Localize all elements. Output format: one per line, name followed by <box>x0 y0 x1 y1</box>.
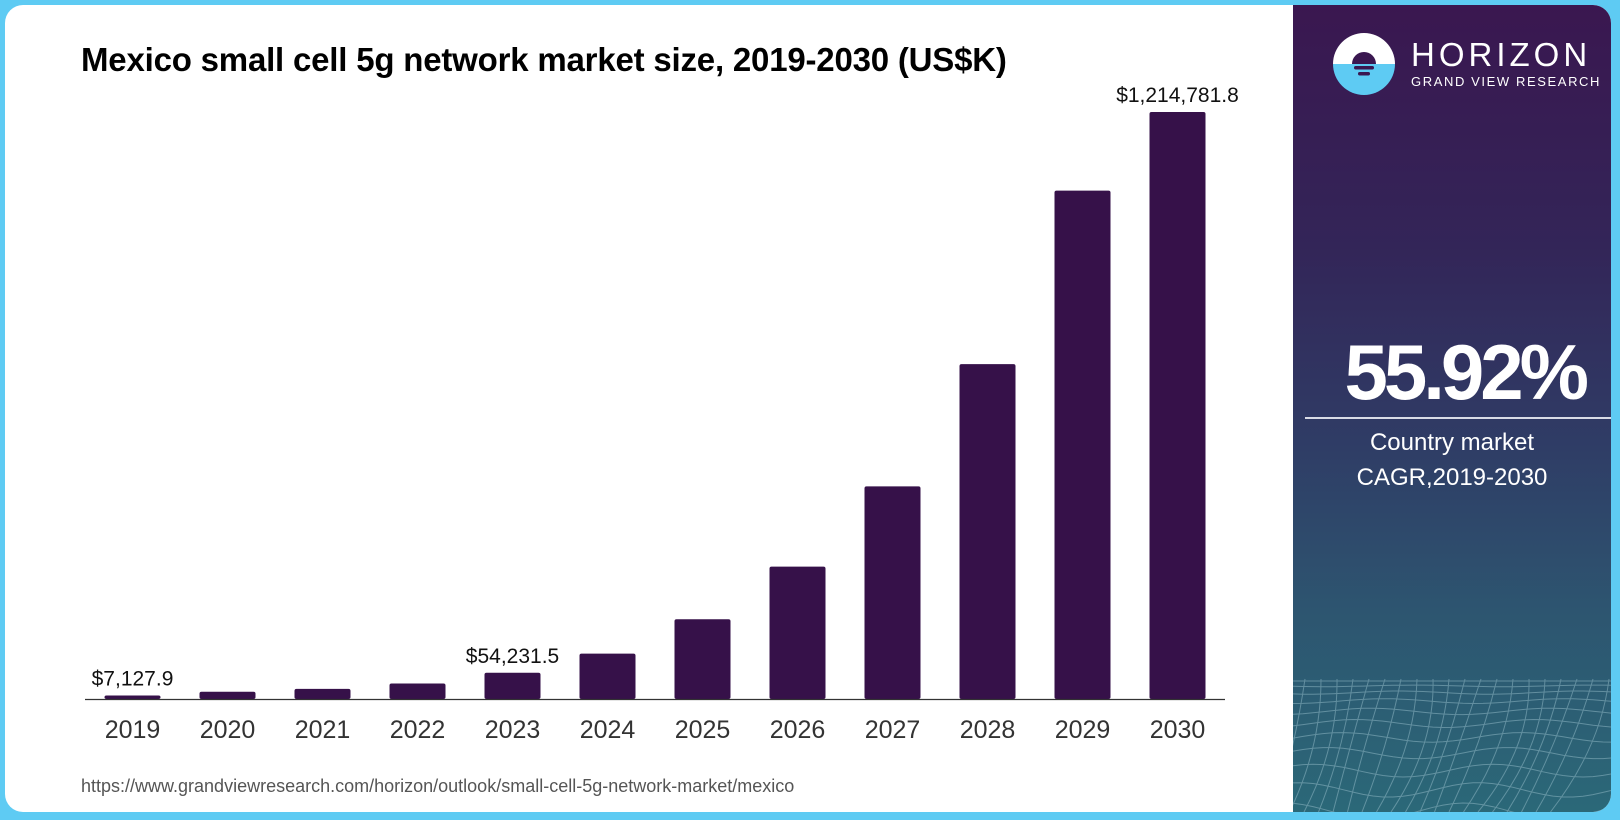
bar-2029 <box>1054 190 1111 699</box>
source-url[interactable]: https://www.grandviewresearch.com/horizo… <box>81 776 795 796</box>
x-tick-label: 2020 <box>200 716 256 744</box>
bar-2025 <box>674 619 731 699</box>
logo-subtitle: GRAND VIEW RESEARCH <box>1411 74 1602 89</box>
data-label-2030: $1,214,781.8 <box>1116 84 1239 107</box>
horizon-logo-icon <box>1333 33 1395 95</box>
logo-title: HORIZON <box>1411 36 1592 73</box>
mesh-lines <box>1293 678 1611 812</box>
bar-2024 <box>579 653 636 699</box>
cagr-label: Country market CAGR,2019-2030 <box>1293 425 1611 495</box>
bar-2026 <box>769 566 826 699</box>
x-tick-label: 2025 <box>675 716 731 744</box>
x-tick-label: 2026 <box>770 716 826 744</box>
sidebar-panel: HORIZON GRAND VIEW RESEARCH 55.92% Count… <box>1293 5 1611 812</box>
cagr-label-line2: CAGR,2019-2030 <box>1356 464 1548 491</box>
x-tick-label: 2022 <box>390 716 446 744</box>
x-tick-label: 2028 <box>960 716 1016 744</box>
data-label-2023: $54,231.5 <box>466 645 559 668</box>
x-tick-label: 2027 <box>865 716 921 744</box>
bar-2021 <box>294 688 351 699</box>
bar-2028 <box>959 364 1016 699</box>
x-tick-label: 2021 <box>295 716 351 744</box>
data-label-2019: $7,127.9 <box>92 668 174 691</box>
cagr-divider <box>1305 417 1611 419</box>
x-tick-label: 2019 <box>105 716 161 744</box>
x-tick-label: 2024 <box>580 716 636 744</box>
bar-2019 <box>104 695 161 699</box>
x-tick-label: 2029 <box>1055 716 1111 744</box>
infographic-card: Mexico small cell 5g network market size… <box>5 5 1611 812</box>
bar-2030 <box>1149 112 1206 699</box>
bar-2020 <box>199 691 256 699</box>
horizon-logo: HORIZON GRAND VIEW RESEARCH <box>1333 33 1601 95</box>
bar-2027 <box>864 486 921 699</box>
x-tick-label: 2030 <box>1150 716 1206 744</box>
bar-2022 <box>389 683 446 699</box>
bar-chart: 2019 2020 2021 2022 2023 2024 2025 2026 2027 2028… <box>85 84 1239 744</box>
bar-2023 <box>484 672 541 699</box>
chart-title: Mexico small cell 5g network market size… <box>81 41 1007 78</box>
wireframe-mesh-decoration <box>1293 678 1611 812</box>
cagr-label-line1: Country market <box>1369 429 1535 456</box>
cagr-value: 55.92% <box>1344 328 1589 416</box>
x-tick-label: 2023 <box>485 716 541 744</box>
